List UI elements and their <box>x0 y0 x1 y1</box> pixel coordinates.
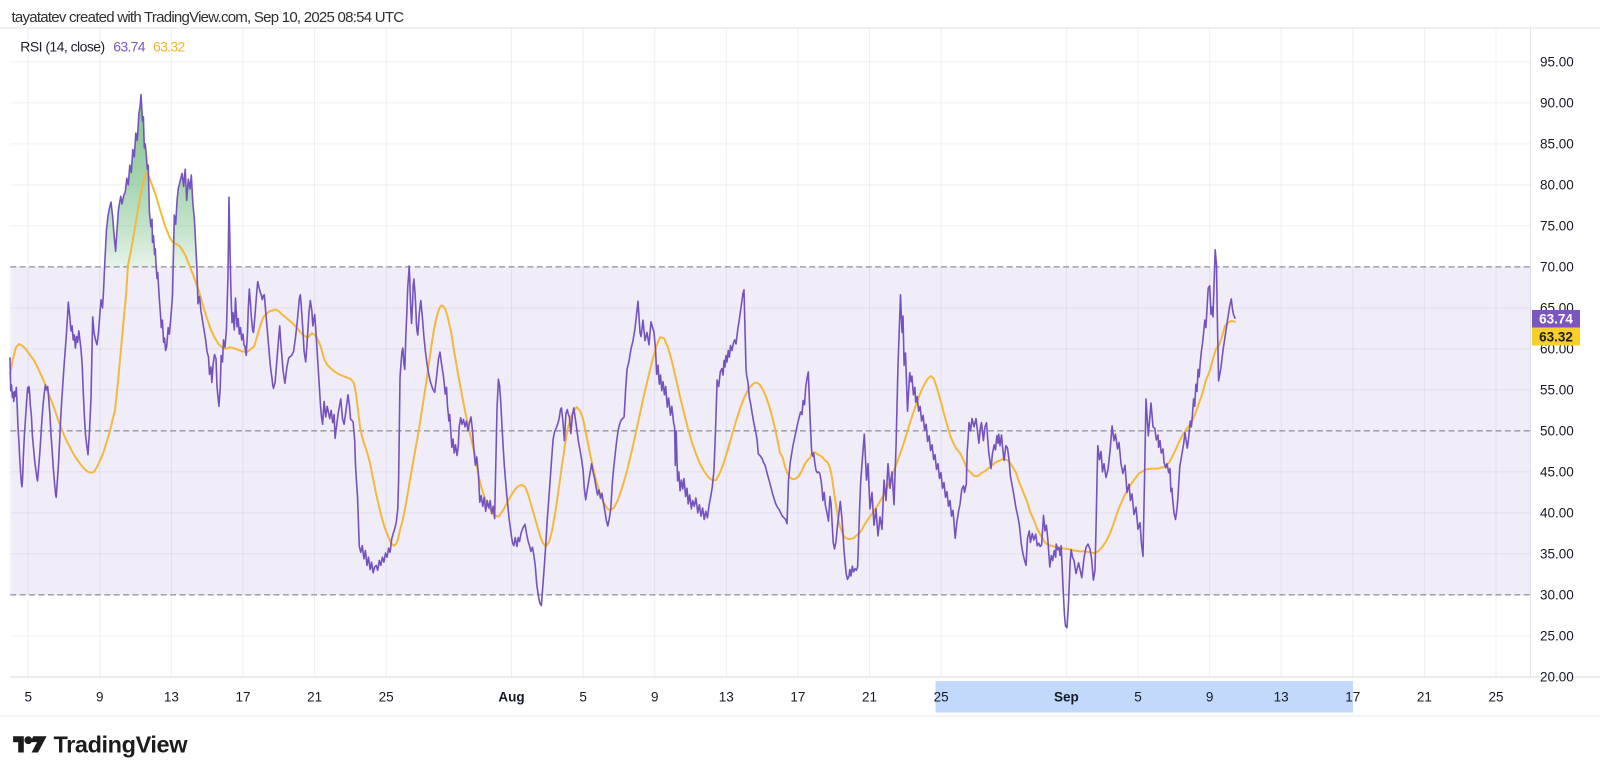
svg-text:13: 13 <box>719 690 734 705</box>
svg-text:63.32: 63.32 <box>153 39 185 55</box>
svg-text:63.74: 63.74 <box>113 39 145 55</box>
svg-text:21: 21 <box>1417 690 1432 705</box>
svg-text:Sep: Sep <box>1054 690 1079 705</box>
svg-text:17: 17 <box>790 690 805 705</box>
svg-text:5: 5 <box>579 690 587 705</box>
svg-text:25: 25 <box>379 690 394 705</box>
svg-text:30.00: 30.00 <box>1540 588 1574 603</box>
svg-text:5: 5 <box>24 690 32 705</box>
svg-text:25.00: 25.00 <box>1540 629 1574 644</box>
svg-text:21: 21 <box>862 690 877 705</box>
svg-text:5: 5 <box>1134 690 1142 705</box>
svg-text:13: 13 <box>1274 690 1289 705</box>
svg-text:50.00: 50.00 <box>1540 424 1574 439</box>
svg-text:9: 9 <box>96 690 104 705</box>
svg-text:RSI (14, close): RSI (14, close) <box>20 39 104 55</box>
svg-text:20.00: 20.00 <box>1540 670 1574 685</box>
svg-text:70.00: 70.00 <box>1540 260 1574 275</box>
svg-text:TradingView: TradingView <box>54 732 189 758</box>
svg-text:55.00: 55.00 <box>1540 383 1574 398</box>
svg-text:Aug: Aug <box>498 690 524 705</box>
svg-text:25: 25 <box>1488 690 1503 705</box>
svg-text:13: 13 <box>164 690 179 705</box>
svg-text:75.00: 75.00 <box>1540 219 1574 234</box>
svg-text:9: 9 <box>1206 690 1214 705</box>
svg-text:63.74: 63.74 <box>1539 312 1573 327</box>
svg-text:21: 21 <box>307 690 322 705</box>
svg-text:9: 9 <box>651 690 659 705</box>
svg-text:17: 17 <box>1345 690 1360 705</box>
svg-text:80.00: 80.00 <box>1540 178 1574 193</box>
svg-text:25: 25 <box>934 690 949 705</box>
svg-text:tayatatev created with Trading: tayatatev created with TradingView.com, … <box>12 9 405 26</box>
svg-text:95.00: 95.00 <box>1540 55 1574 70</box>
svg-text:45.00: 45.00 <box>1540 465 1574 480</box>
svg-text:17: 17 <box>235 690 250 705</box>
svg-text:35.00: 35.00 <box>1540 547 1574 562</box>
svg-text:90.00: 90.00 <box>1540 96 1574 111</box>
svg-text:40.00: 40.00 <box>1540 506 1574 521</box>
svg-text:85.00: 85.00 <box>1540 137 1574 152</box>
svg-text:63.32: 63.32 <box>1539 330 1573 345</box>
